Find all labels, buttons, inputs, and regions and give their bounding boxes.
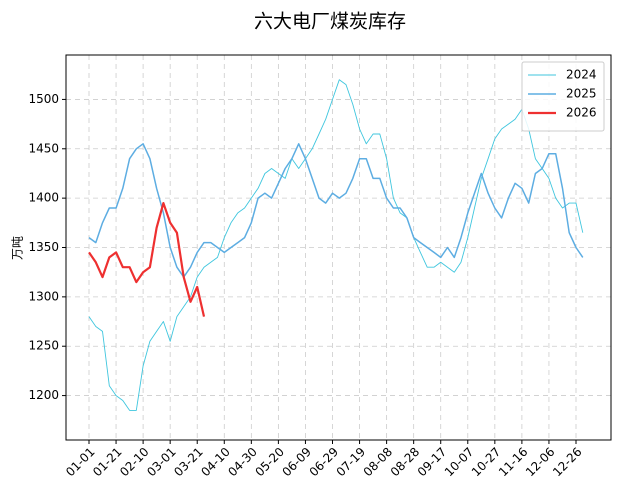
x-tick-label: 11-16	[496, 445, 531, 480]
x-tick-label: 03-01	[144, 445, 179, 480]
x-tick-label: 01-21	[90, 445, 125, 480]
x-tick-label: 05-20	[252, 445, 287, 480]
y-tick-label: 1450	[28, 141, 59, 155]
x-tick-label: 08-08	[361, 445, 396, 480]
x-tick-label: 03-21	[171, 445, 206, 480]
x-tick-label: 04-10	[198, 445, 233, 480]
y-tick-label: 1350	[28, 240, 59, 254]
y-tick-label: 1500	[28, 92, 59, 106]
legend-label: 2026	[566, 106, 597, 120]
y-tick-label: 1200	[28, 388, 59, 402]
y-axis-label: 万吨	[11, 236, 25, 260]
x-tick-label: 09-17	[415, 445, 450, 480]
x-tick-label: 10-07	[442, 445, 477, 480]
x-tick-label: 02-10	[117, 445, 152, 480]
chart-title: 六大电厂煤炭库存	[254, 11, 406, 33]
series-line	[88, 202, 206, 317]
x-tick-label: 01-01	[63, 445, 98, 480]
x-tick-label: 08-28	[388, 445, 423, 480]
x-tick-label: 06-09	[279, 445, 314, 480]
series-line	[88, 143, 584, 278]
x-tick-label: 06-29	[307, 445, 342, 480]
x-tick-label: 12-06	[523, 445, 558, 480]
legend-label: 2024	[566, 68, 597, 82]
y-tick-label: 1300	[28, 289, 59, 303]
x-tick-label: 04-30	[225, 445, 260, 480]
x-tick-label: 10-27	[469, 445, 504, 480]
y-tick-label: 1250	[28, 339, 59, 353]
x-tick-label: 12-26	[550, 445, 585, 480]
plot-frame	[65, 54, 612, 441]
x-tick-label: 07-19	[334, 445, 369, 480]
y-tick-label: 1400	[28, 191, 59, 205]
series-line	[88, 79, 584, 411]
legend-label: 2025	[566, 87, 597, 101]
